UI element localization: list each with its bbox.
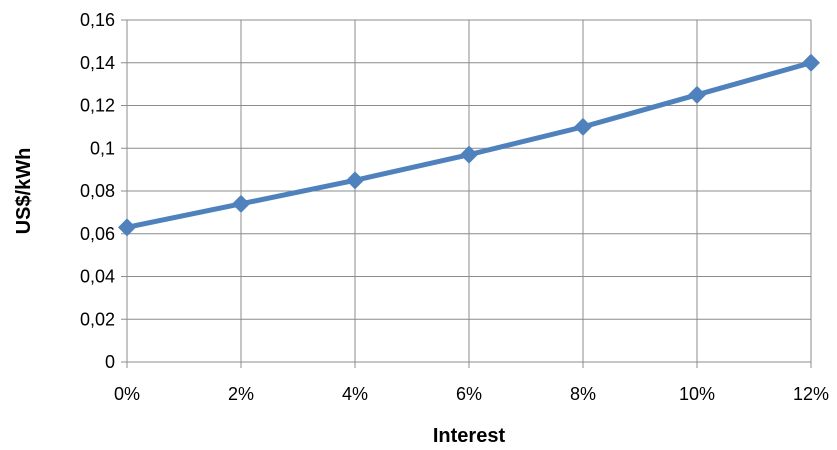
data-point-marker <box>232 194 250 213</box>
y-tick-label: 0,08 <box>80 181 115 201</box>
y-tick-labels: 0 0,02 0,04 0,06 0,08 0,1 0,12 0,14 0,16 <box>80 10 115 372</box>
y-tick-label: 0,14 <box>80 53 115 73</box>
x-tick-label: 8% <box>570 384 596 404</box>
x-tick-label: 12% <box>793 384 829 404</box>
y-tick-label: 0,12 <box>80 96 115 116</box>
grid-lines <box>121 19 812 368</box>
x-tick-labels: 0% 2% 4% 6% 8% 10% 12% <box>114 384 829 404</box>
x-tick-label: 0% <box>114 384 140 404</box>
y-tick-label: 0,02 <box>80 309 115 329</box>
data-point-marker <box>346 171 364 190</box>
y-tick-label: 0,16 <box>80 10 115 30</box>
data-point-marker <box>574 117 592 136</box>
x-tick-label: 6% <box>456 384 482 404</box>
y-tick-label: 0 <box>105 352 115 372</box>
y-tick-label: 0,06 <box>80 224 115 244</box>
series <box>118 53 820 237</box>
y-tick-label: 0,04 <box>80 267 115 287</box>
x-axis-title: Interest <box>433 425 506 447</box>
data-point-marker <box>118 218 136 237</box>
y-tick-label: 0,1 <box>90 138 115 158</box>
data-point-marker <box>688 85 706 104</box>
x-tick-label: 10% <box>679 384 715 404</box>
data-point-marker <box>802 53 820 72</box>
y-axis-title: US$/kWh <box>13 148 35 235</box>
x-tick-label: 2% <box>228 384 254 404</box>
data-point-marker <box>460 145 478 164</box>
x-tick-label: 4% <box>342 384 368 404</box>
